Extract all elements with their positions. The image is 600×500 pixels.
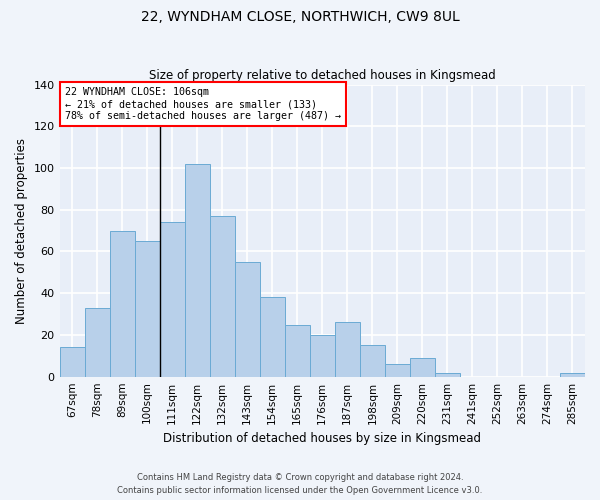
Bar [209, 216, 235, 376]
Text: 22, WYNDHAM CLOSE, NORTHWICH, CW9 8UL: 22, WYNDHAM CLOSE, NORTHWICH, CW9 8UL [140, 10, 460, 24]
Bar [385, 364, 410, 376]
Bar [185, 164, 209, 376]
Bar [410, 358, 435, 376]
Bar [360, 346, 385, 376]
Text: 22 WYNDHAM CLOSE: 106sqm
← 21% of detached houses are smaller (133)
78% of semi-: 22 WYNDHAM CLOSE: 106sqm ← 21% of detach… [65, 88, 341, 120]
Bar [85, 308, 110, 376]
Bar [59, 348, 85, 376]
Bar [260, 298, 285, 376]
Bar [110, 230, 134, 376]
Bar [310, 335, 335, 376]
Bar [435, 372, 460, 376]
Bar [134, 241, 160, 376]
Bar [560, 372, 585, 376]
Bar [335, 322, 360, 376]
Text: Contains HM Land Registry data © Crown copyright and database right 2024.
Contai: Contains HM Land Registry data © Crown c… [118, 474, 482, 495]
Bar [235, 262, 260, 376]
Title: Size of property relative to detached houses in Kingsmead: Size of property relative to detached ho… [149, 69, 496, 82]
X-axis label: Distribution of detached houses by size in Kingsmead: Distribution of detached houses by size … [163, 432, 481, 445]
Bar [285, 324, 310, 376]
Y-axis label: Number of detached properties: Number of detached properties [15, 138, 28, 324]
Bar [160, 222, 185, 376]
